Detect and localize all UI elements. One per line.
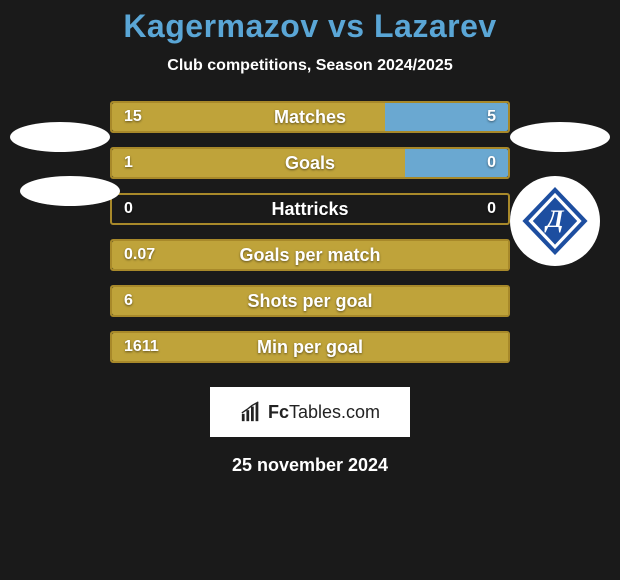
stat-label: Matches (274, 107, 346, 128)
stat-value-right: 0 (487, 200, 496, 218)
page-title: Kagermazov vs Lazarev (123, 8, 496, 45)
stat-fill-left (112, 149, 405, 177)
player2-club-badge: Д (510, 176, 600, 266)
subtitle: Club competitions, Season 2024/2025 (167, 57, 452, 75)
stat-value-right: 5 (487, 108, 496, 126)
stat-row: 1 Goals 0 (110, 147, 510, 179)
bar-chart-icon (240, 401, 262, 423)
player1-photo-placeholder (10, 122, 110, 152)
stat-value-left: 6 (124, 292, 133, 310)
stat-value-left: 0.07 (124, 246, 155, 264)
stat-label: Min per goal (257, 337, 363, 358)
stat-row: 0 Hattricks 0 (110, 193, 510, 225)
stat-value-left: 15 (124, 108, 142, 126)
stat-value-left: 0 (124, 200, 133, 218)
svg-text:Д: Д (544, 206, 564, 233)
dynamo-crest-icon: Д (518, 184, 592, 258)
brand-badge: FcTables.com (210, 387, 410, 437)
stat-label: Shots per goal (247, 291, 372, 312)
stat-row: 1611 Min per goal (110, 331, 510, 363)
date: 25 november 2024 (232, 455, 388, 476)
stat-label: Goals (285, 153, 335, 174)
stat-row: 15 Matches 5 (110, 101, 510, 133)
brand-main: Tables (289, 402, 341, 422)
brand-prefix: Fc (268, 402, 289, 422)
stat-row: 0.07 Goals per match (110, 239, 510, 271)
stat-rows: 15 Matches 5 1 Goals 0 0 Hattricks 0 0.07 Goals pe… (110, 101, 510, 363)
stat-label: Hattricks (271, 199, 348, 220)
stat-value-right: 0 (487, 154, 496, 172)
stat-row: 6 Shots per goal (110, 285, 510, 317)
brand-suffix: .com (341, 402, 380, 422)
stat-label: Goals per match (239, 245, 380, 266)
player2-photo-placeholder (510, 122, 610, 152)
stat-value-left: 1611 (124, 338, 159, 356)
player1-club-placeholder (20, 176, 120, 206)
stat-value-left: 1 (124, 154, 133, 172)
